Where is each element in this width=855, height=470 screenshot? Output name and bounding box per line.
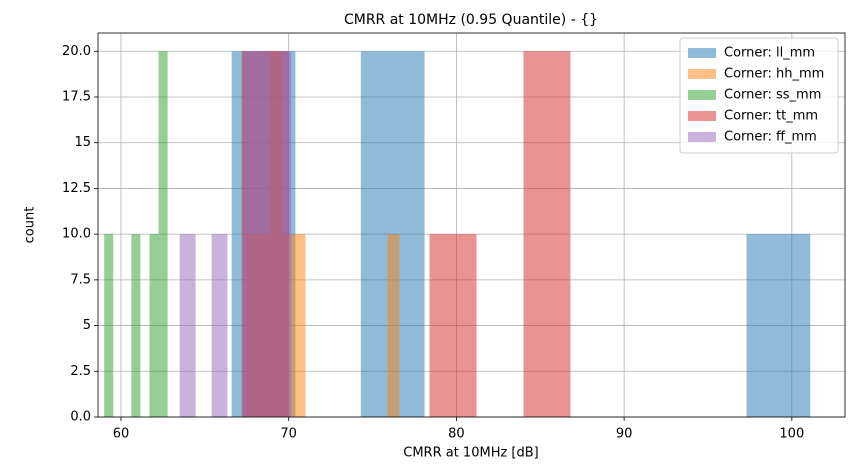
bar: [429, 234, 477, 417]
bar: [149, 234, 159, 417]
y-axis-label: count: [23, 207, 38, 244]
bar: [243, 51, 260, 418]
bar: [259, 51, 276, 418]
y-tick-label: 15: [74, 135, 91, 150]
y-tick-label: 12.5: [62, 181, 91, 196]
y-tick-label: 7.5: [70, 272, 91, 287]
bar: [211, 234, 228, 417]
bar: [158, 51, 168, 418]
legend-label: Corner: ff_mm: [724, 130, 817, 145]
bar: [387, 234, 400, 417]
bar: [293, 234, 306, 417]
y-tick-label: 20.0: [62, 44, 91, 59]
legend-label: Corner: ll_mm: [724, 46, 815, 61]
bar: [275, 51, 292, 418]
legend-swatch: [688, 90, 716, 100]
y-tick-label: 5: [83, 318, 91, 333]
legend-swatch: [688, 69, 716, 79]
legend-swatch: [688, 48, 716, 58]
legend-label: Corner: ss_mm: [724, 88, 821, 103]
legend-label: Corner: tt_mm: [724, 109, 818, 124]
y-tick-label: 0.0: [70, 410, 91, 425]
legend-label: Corner: hh_mm: [724, 67, 824, 82]
bar: [746, 234, 811, 417]
x-tick-label: 60: [113, 427, 130, 442]
x-tick-label: 70: [280, 427, 297, 442]
bar: [131, 234, 141, 417]
x-tick-label: 80: [448, 427, 465, 442]
legend-swatch: [688, 132, 716, 142]
bar: [523, 51, 571, 418]
axes-frame: [97, 32, 846, 418]
legend-box: [679, 37, 839, 154]
x-tick-label: 100: [779, 427, 804, 442]
bar: [104, 234, 114, 417]
chart-title: CMRR at 10MHz (0.95 Quantile) - {}: [344, 12, 598, 28]
bar: [179, 234, 196, 417]
x-tick-label: 90: [616, 427, 633, 442]
y-tick-label: 2.5: [70, 364, 91, 379]
legend-swatch: [688, 111, 716, 121]
x-axis-label: CMRR at 10MHz [dB]: [403, 446, 539, 461]
y-tick-label: 10.0: [62, 227, 91, 242]
y-tick-label: 17.5: [62, 90, 91, 105]
